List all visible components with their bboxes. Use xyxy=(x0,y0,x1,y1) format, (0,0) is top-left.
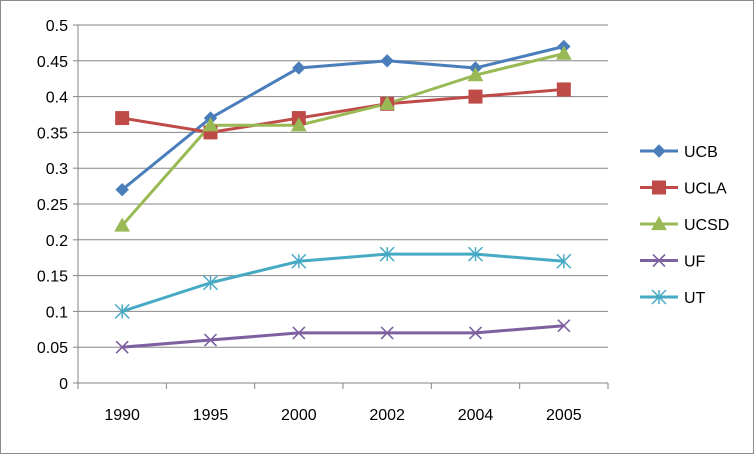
legend-label: UCLA xyxy=(684,181,727,198)
y-tick-label: 0 xyxy=(59,376,68,393)
data-point-ucsd xyxy=(379,95,396,110)
y-tick-label: 0.2 xyxy=(46,233,68,250)
data-point-ucb xyxy=(115,182,129,197)
legend-item-ucsd: UCSD xyxy=(640,215,729,234)
data-point-ut xyxy=(467,246,484,262)
data-point-ucb xyxy=(380,54,394,68)
y-tick-label: 0.1 xyxy=(46,304,68,321)
legend-item-uf: UF xyxy=(640,254,706,271)
data-point-ut xyxy=(114,303,130,319)
series-line-ut xyxy=(121,252,564,313)
y-tick-label: 0.4 xyxy=(46,90,68,107)
y-tick-label: 0.35 xyxy=(37,125,68,142)
legend-label: UT xyxy=(684,290,706,307)
legend-marker xyxy=(652,253,666,268)
data-point-ucsd xyxy=(467,67,484,82)
data-point-uf xyxy=(380,326,394,340)
y-tick-label: 0.25 xyxy=(37,197,68,214)
data-point-ucsd xyxy=(202,117,219,132)
data-point-ucla xyxy=(556,82,571,97)
x-tick-label: 2004 xyxy=(458,407,494,424)
data-point-ucb xyxy=(292,61,306,75)
legend-label: UCSD xyxy=(684,217,729,234)
y-tick-label: 0.05 xyxy=(37,340,68,357)
legend-marker xyxy=(651,215,667,231)
x-tick-label: 1990 xyxy=(104,407,140,424)
legend-marker xyxy=(651,289,667,305)
data-point-ucsd xyxy=(114,217,131,232)
legend-item-ut: UT xyxy=(640,289,706,307)
data-point-ucla xyxy=(115,111,130,126)
legend-label: UCB xyxy=(684,144,718,161)
y-tick-label: 0.3 xyxy=(46,161,68,178)
data-point-ucla xyxy=(468,89,483,104)
x-tick-label: 2002 xyxy=(369,407,405,424)
data-point-ut xyxy=(556,253,572,269)
legend: UCB UCLA UCSD UF UT xyxy=(640,144,729,307)
legend-item-ucla: UCLA xyxy=(640,180,727,198)
series-line-uf xyxy=(122,324,564,349)
gridlines xyxy=(78,24,608,348)
x-tick-label: 2000 xyxy=(281,407,317,424)
legend-label: UF xyxy=(684,254,706,271)
y-tick-label: 0.5 xyxy=(46,18,68,35)
series-group xyxy=(114,39,572,354)
x-tick-label: 2005 xyxy=(546,407,582,424)
data-point-ucsd xyxy=(290,117,307,132)
data-point-ucsd xyxy=(555,45,572,60)
axes xyxy=(73,24,609,389)
series-line-ucsd xyxy=(121,52,565,227)
data-point-uf xyxy=(203,333,218,347)
x-axis-ticks: 1990 1995 2000 2002 2004 2005 xyxy=(104,407,581,424)
series-line-ucla xyxy=(121,87,564,134)
x-tick-label: 1995 xyxy=(193,407,229,424)
data-point-uf xyxy=(115,340,129,354)
legend-marker xyxy=(652,144,666,158)
data-point-uf xyxy=(292,326,306,340)
data-point-ut xyxy=(379,246,395,262)
data-point-ut xyxy=(291,253,307,269)
legend-marker xyxy=(652,180,666,195)
data-point-uf xyxy=(557,319,571,333)
data-point-ut xyxy=(202,275,219,291)
y-tick-label: 0.45 xyxy=(37,54,68,71)
y-axis-ticks: 0 0.05 0.1 0.15 0.2 0.25 0.3 0.35 0.4 0.45 0.5 xyxy=(37,18,68,393)
legend-item-ucb: UCB xyxy=(640,144,718,161)
y-tick-label: 0.15 xyxy=(37,269,68,286)
data-point-uf xyxy=(468,326,483,340)
